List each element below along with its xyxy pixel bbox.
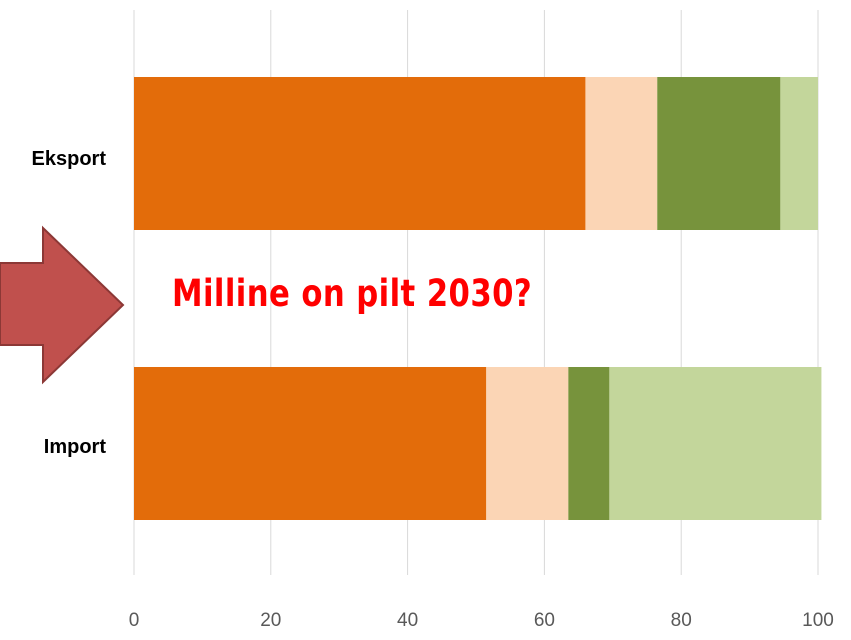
- category-label-import: Import: [44, 436, 107, 458]
- arrow-icon: [0, 225, 125, 385]
- category-label-eksport: Eksport: [32, 148, 107, 170]
- x-tick-label-60: 60: [534, 610, 555, 631]
- bar-import-segment-4: [609, 367, 822, 520]
- x-tick-label-20: 20: [260, 610, 281, 631]
- category-labels: Eksport Import: [32, 148, 107, 458]
- bar-import-segment-3: [568, 367, 610, 520]
- bar-eksport-segment-2: [585, 77, 658, 230]
- x-tick-label-40: 40: [397, 610, 418, 631]
- x-tick-labels: 0 20 40 60 80 100: [129, 610, 834, 631]
- bar-eksport-segment-3: [657, 77, 781, 230]
- bar-eksport-segment-1: [134, 77, 586, 230]
- bar-eksport-segment-4: [780, 77, 818, 230]
- bar-segments: [134, 77, 822, 520]
- x-tick-label-0: 0: [129, 610, 140, 631]
- bar-import-segment-1: [134, 367, 487, 520]
- x-tick-label-80: 80: [671, 610, 692, 631]
- bar-import-segment-2: [486, 367, 569, 520]
- annotation-text: Milline on pilt 2030?: [172, 272, 533, 315]
- x-tick-label-100: 100: [802, 610, 834, 631]
